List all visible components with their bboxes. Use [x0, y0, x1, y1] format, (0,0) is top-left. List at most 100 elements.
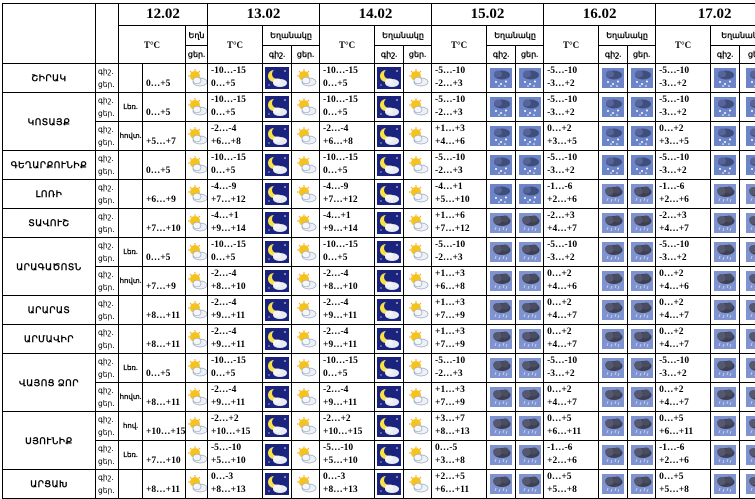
temp-range: -2…-4+6…+8	[208, 122, 263, 151]
sun-cloud-icon	[404, 238, 432, 267]
temp-12: +8…+11	[143, 470, 186, 499]
rain-icon	[628, 180, 656, 209]
moon-icon	[263, 296, 292, 325]
period-labels: գիշ.ցեր.	[96, 180, 119, 209]
period-labels: գիշ.ցեր.	[96, 93, 119, 122]
rain-icon	[516, 209, 544, 238]
temp-12: 0…+5	[143, 151, 186, 180]
temp-12: 0…+5	[143, 238, 186, 267]
sun-cloud-icon	[404, 441, 432, 470]
temp-range: -5…-10-3…+2	[656, 64, 711, 93]
sun-cloud-icon	[186, 354, 208, 383]
day-label: ցեր.	[628, 46, 656, 64]
sun-cloud-icon	[404, 354, 432, 383]
sun-cloud-icon	[404, 180, 432, 209]
rain-icon	[740, 383, 755, 412]
weather-header: Եղն	[186, 26, 208, 46]
sun-cloud-icon	[404, 470, 432, 499]
snow-icon	[711, 64, 740, 93]
date-header: 15.02	[432, 4, 544, 26]
moon-icon	[375, 383, 404, 412]
rain-icon	[599, 180, 628, 209]
rain-icon	[740, 325, 755, 354]
rain-icon	[599, 296, 628, 325]
moon-icon	[375, 93, 404, 122]
sun-cloud-icon	[186, 296, 208, 325]
temp-range: -2…-4+6…+8	[320, 122, 375, 151]
snow-icon	[599, 64, 628, 93]
moon-icon	[263, 151, 292, 180]
temp-range: -1…-6+2…+6	[656, 180, 711, 209]
temp-range: -4…+1+9…+14	[320, 209, 375, 238]
sun-cloud-icon	[292, 296, 320, 325]
moon-icon	[375, 238, 404, 267]
subregion-empty	[119, 325, 143, 354]
temp-header: T°C	[320, 26, 375, 64]
temp-range: -2…+2+10…+15	[208, 412, 263, 441]
temp-range: +1…+3+7…+9	[432, 383, 487, 412]
temp-range: -5…-10-2…+3	[432, 151, 487, 180]
subregion-label: հովտ.	[119, 122, 143, 151]
temp-header: T°C	[432, 26, 487, 64]
sun-cloud-icon	[292, 470, 320, 499]
corner-cell	[3, 4, 96, 64]
temp-range: -2…-4+9…+11	[208, 296, 263, 325]
period-labels: գիշ.ցեր.	[96, 383, 119, 412]
rain-icon	[740, 441, 755, 470]
moon-icon	[375, 122, 404, 151]
period-labels: գիշ.ցեր.	[96, 296, 119, 325]
temp-range: -4…-9+7…+12	[320, 180, 375, 209]
temp-range: 0…+2+3…+5	[656, 122, 711, 151]
rain-icon	[599, 354, 628, 383]
rain-icon	[599, 412, 628, 441]
rain-icon	[487, 470, 516, 499]
rain-icon	[487, 296, 516, 325]
sun-cloud-icon	[186, 267, 208, 296]
temp-12: +8…+11	[143, 325, 186, 354]
region-row: գիշ.ցեր.հովտ.+8…+11-2…-4+9…+11-2…-4+9…+1…	[3, 383, 755, 412]
sun-cloud-icon	[186, 470, 208, 499]
period-labels: գիշ.ցեր.	[96, 325, 119, 354]
region-name: ԱՐՄԱՎԻՐ	[3, 325, 96, 354]
snow-icon	[599, 122, 628, 151]
rain-icon	[516, 470, 544, 499]
subregion-empty	[119, 180, 143, 209]
temp-range: -2…+3+4…+7	[544, 209, 599, 238]
sun-cloud-icon	[404, 151, 432, 180]
sun-cloud-icon	[292, 93, 320, 122]
date-header: 13.02	[208, 4, 320, 26]
day-label: ցեր.	[292, 46, 320, 64]
sun-cloud-icon	[292, 441, 320, 470]
sun-cloud-icon	[186, 325, 208, 354]
subregion-label: Լեռ.	[119, 93, 143, 122]
rain-icon	[516, 354, 544, 383]
temp-range: -2…-4+9…+11	[208, 383, 263, 412]
temp-range: 0…-3+8…+13	[320, 470, 375, 499]
rain-icon	[516, 441, 544, 470]
sun-cloud-icon	[186, 93, 208, 122]
sun-cloud-icon	[292, 209, 320, 238]
temp-range: +1…+3+7…+9	[432, 296, 487, 325]
rain-icon	[487, 412, 516, 441]
temp-range: -2…-4+9…+11	[208, 325, 263, 354]
temp-range: -5…-10-3…+2	[656, 151, 711, 180]
moon-icon	[263, 354, 292, 383]
subregion-label: հովտ.	[119, 383, 143, 412]
sun-cloud-icon	[186, 64, 208, 93]
rain-icon	[740, 267, 755, 296]
period-labels: գիշ.ցեր.	[96, 122, 119, 151]
day-label: ցեր.	[740, 46, 755, 64]
rain-icon	[711, 441, 740, 470]
weather-header: Եղանակը	[263, 26, 320, 46]
